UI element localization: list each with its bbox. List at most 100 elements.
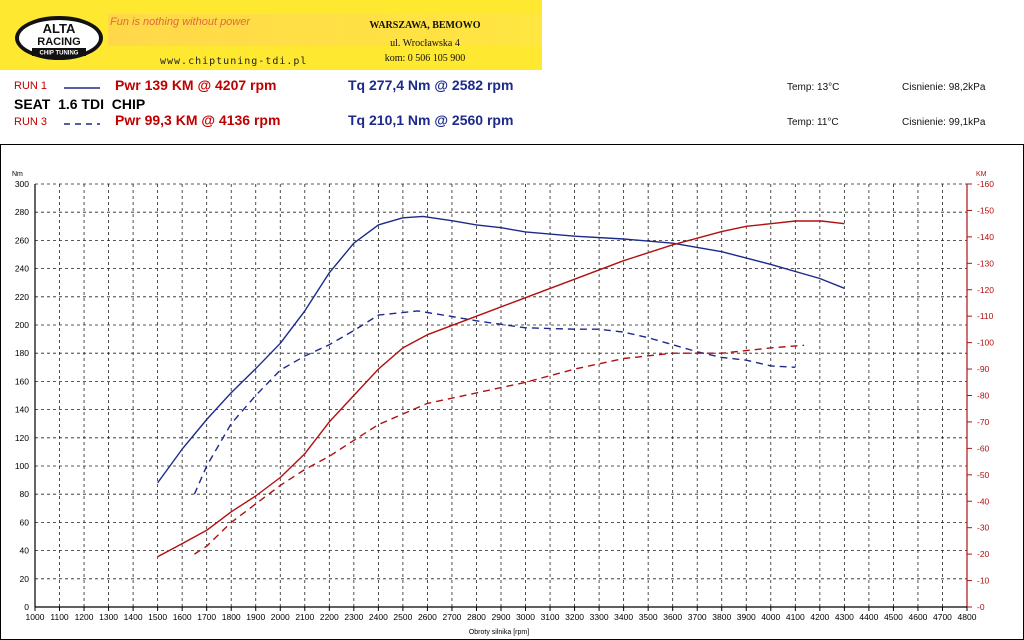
y-left-tick-label: 120 [15, 433, 29, 443]
y-axis-left-label: Nm [12, 171, 23, 178]
run1-torque: Tq 277,4 Nm @ 2582 rpm [348, 77, 514, 93]
run-3-torque-curve [193, 310, 796, 495]
x-tick-label: 1400 [124, 612, 143, 622]
y-left-tick-label: 60 [20, 517, 30, 527]
x-tick-label: 2800 [467, 612, 486, 622]
run3-label: RUN 3 [14, 116, 48, 128]
y-axis-right-label: KM [976, 171, 987, 178]
x-tick-label: 3200 [565, 612, 584, 622]
y-right-tick-label: -30 [977, 523, 990, 533]
run3-torque: Tq 210,1 Nm @ 2560 rpm [348, 112, 514, 128]
x-tick-label: 1600 [173, 612, 192, 622]
address-city: WARSZAWA, BEMOWO [369, 20, 481, 31]
x-tick-label: 3800 [712, 612, 731, 622]
run3-temperature: Temp: 11°C [787, 117, 839, 128]
x-tick-label: 1700 [197, 612, 216, 622]
y-left-tick-label: 40 [20, 546, 30, 556]
x-tick-label: 3600 [663, 612, 682, 622]
x-tick-label: 3500 [639, 612, 658, 622]
x-tick-label: 4300 [835, 612, 854, 622]
y-left-tick-label: 0 [24, 602, 29, 612]
y-right-tick-label: -50 [977, 470, 990, 480]
svg-text:ALTA: ALTA [43, 21, 76, 36]
x-tick-label: 1300 [99, 612, 118, 622]
run3-pressure: Cisnienie: 99,1kPa [902, 117, 986, 128]
y-right-tick-label: -120 [977, 285, 994, 295]
y-right-tick-label: -0 [977, 602, 985, 612]
y-right-tick-label: -90 [977, 364, 990, 374]
x-tick-label: 2300 [344, 612, 363, 622]
chart-grid [34, 183, 968, 608]
banner-strip [108, 14, 542, 46]
y-left-tick-label: 260 [15, 235, 29, 245]
x-tick-label: 1800 [222, 612, 241, 622]
run1-solid-line-sample [64, 87, 100, 89]
y-right-tick-label: -160 [977, 179, 994, 189]
y-right-tick-label: -100 [977, 338, 994, 348]
x-tick-label: 3700 [688, 612, 707, 622]
x-tick-label: 1500 [148, 612, 167, 622]
x-tick-label: 3900 [737, 612, 756, 622]
y-left-tick-label: 240 [15, 264, 29, 274]
chart-axes: 1000 1100 1200 1300 1400 1500 1600 1700 1800 1900… [15, 179, 994, 622]
x-tick-label: 4700 [933, 612, 952, 622]
y-right-tick-label: -140 [977, 232, 994, 242]
y-right-tick-label: -40 [977, 496, 990, 506]
run-1-torque-curve [157, 215, 845, 484]
chart-frame [0, 144, 1024, 640]
y-left-tick-label: 160 [15, 376, 29, 386]
y-right-tick-label: -70 [977, 417, 990, 427]
address-street: ul. Wrocławska 4 [390, 38, 460, 49]
x-tick-label: 3400 [614, 612, 633, 622]
svg-text:RACING: RACING [37, 36, 80, 48]
svg-text:CHIP TUNING: CHIP TUNING [40, 51, 79, 57]
y-left-tick-label: 140 [15, 405, 29, 415]
x-axis-label: Obroty silnika [rpm] [469, 629, 529, 636]
alta-racing-logo: ALTA RACING CHIP TUNING [15, 16, 103, 60]
x-tick-label: 4000 [761, 612, 780, 622]
run3-power: Pwr 99,3 KM @ 4136 rpm [115, 112, 281, 128]
x-tick-label: 2700 [442, 612, 461, 622]
y-left-tick-label: 200 [15, 320, 29, 330]
y-left-tick-label: 20 [20, 574, 30, 584]
tagline: Fun is nothing without power [110, 16, 251, 28]
x-tick-label: 4200 [810, 612, 829, 622]
website-url[interactable]: www.chiptuning-tdi.pl [160, 56, 308, 67]
run1-temperature: Temp: 13°C [787, 82, 840, 93]
y-left-tick-label: 300 [15, 179, 29, 189]
x-tick-label: 2600 [418, 612, 437, 622]
run-1-power-curve [157, 220, 845, 558]
x-tick-label: 2400 [369, 612, 388, 622]
x-tick-label: 2100 [295, 612, 314, 622]
y-right-tick-label: -80 [977, 391, 990, 401]
y-left-tick-label: 100 [15, 461, 29, 471]
y-right-tick-label: -110 [977, 311, 994, 321]
header-banner: ALTA RACING CHIP TUNING Fun is nothing w… [0, 0, 542, 70]
run1-pressure: Cisnienie: 98,2kPa [902, 82, 986, 93]
x-tick-label: 4100 [786, 612, 805, 622]
x-tick-label: 1100 [50, 612, 69, 622]
x-tick-label: 2200 [320, 612, 339, 622]
run1-label: RUN 1 [14, 80, 48, 92]
y-right-tick-label: -20 [977, 549, 990, 559]
x-tick-label: 3100 [541, 612, 560, 622]
x-tick-label: 3000 [516, 612, 535, 622]
y-left-tick-label: 280 [15, 207, 29, 217]
x-tick-label: 2900 [492, 612, 511, 622]
y-right-tick-label: -10 [977, 576, 990, 586]
x-tick-label: 4400 [859, 612, 878, 622]
run1-power: Pwr 139 KM @ 4207 rpm [115, 77, 277, 93]
y-left-tick-label: 180 [15, 348, 29, 358]
x-tick-label: 1900 [246, 612, 265, 622]
y-right-tick-label: -130 [977, 258, 994, 268]
address-phone: kom: 0 506 105 900 [384, 53, 466, 64]
x-tick-label: 1000 [26, 612, 45, 622]
y-left-tick-label: 80 [20, 489, 30, 499]
run3-dashed-line-sample [64, 123, 100, 125]
x-tick-label: 1200 [75, 612, 94, 622]
y-right-tick-label: -60 [977, 443, 990, 453]
x-tick-label: 4500 [884, 612, 903, 622]
x-tick-label: 2000 [271, 612, 290, 622]
x-tick-label: 2500 [393, 612, 412, 622]
x-tick-label: 4600 [908, 612, 927, 622]
